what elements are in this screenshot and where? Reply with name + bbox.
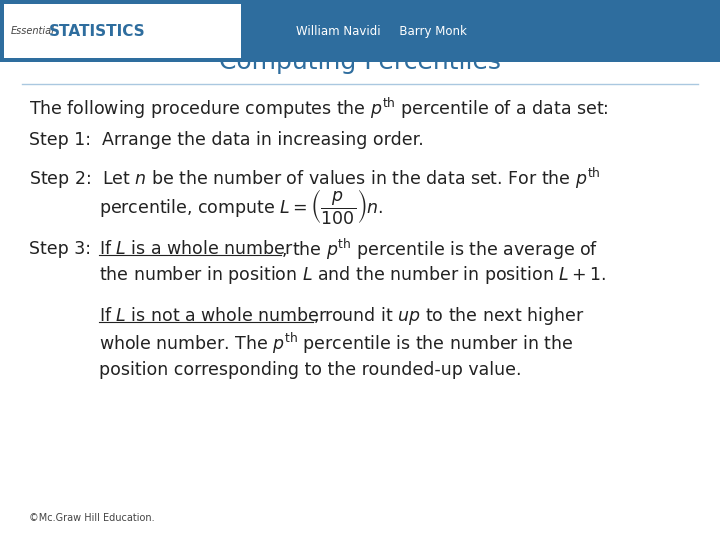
Text: the number in position $L$ and the number in position $L+1$.: the number in position $L$ and the numbe…	[99, 265, 607, 286]
Text: , round it $\mathit{up}$ to the next higher: , round it $\mathit{up}$ to the next hig…	[313, 305, 585, 327]
Text: If $L$ is not a whole number: If $L$ is not a whole number	[99, 307, 328, 325]
Text: percentile, compute $L = \left(\dfrac{p}{100}\right)n.$: percentile, compute $L = \left(\dfrac{p}…	[99, 187, 384, 226]
Text: position corresponding to the rounded-up value.: position corresponding to the rounded-up…	[99, 361, 522, 379]
Text: If $L$ is a whole number: If $L$ is a whole number	[99, 240, 294, 259]
Text: Step 3:: Step 3:	[29, 240, 91, 259]
Text: Step 1:  Arrange the data in increasing order.: Step 1: Arrange the data in increasing o…	[29, 131, 423, 150]
Text: Computing Percentiles: Computing Percentiles	[219, 50, 501, 74]
Text: , the $p^{\mathrm{th}}$ percentile is the average of: , the $p^{\mathrm{th}}$ percentile is th…	[281, 237, 598, 262]
Text: Step 2:  Let $n$ be the number of values in the data set. For the $p^{\mathrm{th: Step 2: Let $n$ be the number of values …	[29, 166, 600, 191]
Text: Essential: Essential	[11, 26, 55, 36]
Text: whole number. The $p^{\mathrm{th}}$ percentile is the number in the: whole number. The $p^{\mathrm{th}}$ perc…	[99, 330, 574, 355]
Text: ©Mc.Graw Hill Education.: ©Mc.Graw Hill Education.	[29, 514, 154, 523]
Text: The following procedure computes the $p^{\mathrm{th}}$ percentile of a data set:: The following procedure computes the $p^…	[29, 96, 608, 120]
Text: STATISTICS: STATISTICS	[49, 24, 145, 38]
Text: William Navidi     Barry Monk: William Navidi Barry Monk	[296, 24, 467, 38]
